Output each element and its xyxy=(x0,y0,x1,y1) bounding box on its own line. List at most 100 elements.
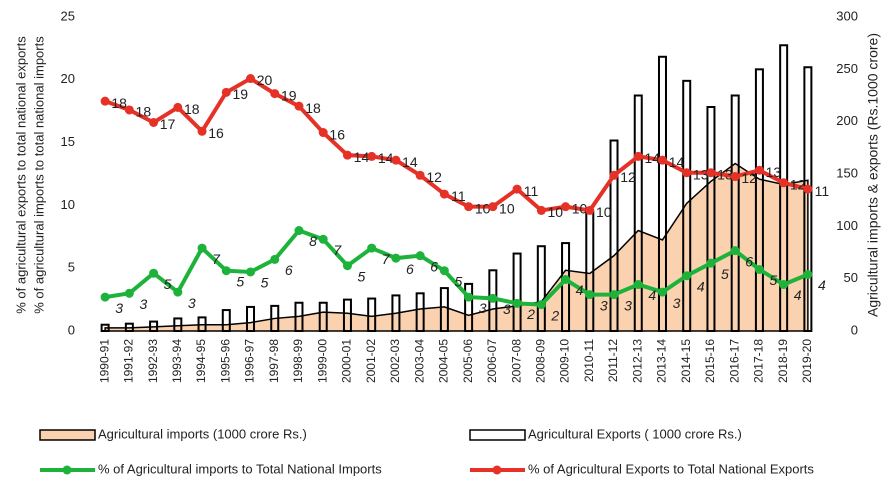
x-tick-label: 2004-05 xyxy=(437,339,451,383)
marker xyxy=(464,292,474,302)
marker xyxy=(633,151,643,161)
marker xyxy=(294,226,304,236)
y2-tick-label: 150 xyxy=(836,165,858,180)
bar xyxy=(149,320,159,332)
x-tick-label: 2000-01 xyxy=(340,339,354,383)
data-label: 20 xyxy=(257,72,273,88)
data-label: 14 xyxy=(378,150,394,166)
bar xyxy=(754,68,764,332)
line xyxy=(104,228,809,307)
marker xyxy=(439,189,449,199)
data-label: 3 xyxy=(479,300,487,316)
bar xyxy=(779,44,789,332)
x-tick-label: 1999-00 xyxy=(315,339,329,383)
data-label: 12 xyxy=(790,176,806,192)
x-tick-label: 1997-98 xyxy=(267,339,281,383)
data-label: 5 xyxy=(770,272,778,288)
marker xyxy=(609,290,619,300)
y2-axis-title: Agricultural imports & exports (Rs.1000 … xyxy=(865,33,881,317)
marker xyxy=(318,234,328,244)
y-tick-label: 25 xyxy=(61,8,75,23)
data-label: 18 xyxy=(111,95,127,111)
data-label: 6 xyxy=(430,258,438,274)
marker xyxy=(803,184,813,194)
legend-label: Agricultural imports (1000 crore Rs.) xyxy=(98,426,307,441)
bar xyxy=(415,292,425,333)
x-tick-label: 2019-20 xyxy=(800,339,814,383)
data-label: 10 xyxy=(475,200,491,216)
marker xyxy=(173,102,183,112)
data-label: 10 xyxy=(572,200,588,216)
x-tick-label: 1990-91 xyxy=(97,339,111,383)
bar xyxy=(246,305,256,332)
marker xyxy=(342,261,352,271)
marker xyxy=(464,202,474,212)
marker xyxy=(730,172,740,182)
marker xyxy=(270,89,280,99)
y-axis-title: % of agricultural exports to total natio… xyxy=(13,36,28,314)
marker xyxy=(270,254,280,264)
bar xyxy=(657,55,667,332)
bar xyxy=(173,317,183,333)
data-label: 10 xyxy=(596,204,612,220)
x-tick-label: 1998-99 xyxy=(291,339,305,383)
marker xyxy=(706,258,716,268)
bar xyxy=(367,297,377,333)
bar xyxy=(706,106,716,332)
data-label: 6 xyxy=(285,262,293,278)
marker xyxy=(803,269,813,279)
data-label: 5 xyxy=(721,266,729,282)
x-tick-label: 2015-16 xyxy=(703,339,717,383)
data-label: 18 xyxy=(184,101,200,117)
y-tick-label: 5 xyxy=(68,260,75,275)
legend-marker xyxy=(62,465,72,475)
data-label: 7 xyxy=(382,251,391,267)
data-label: 16 xyxy=(208,125,224,141)
marker xyxy=(246,74,256,84)
data-label: 14 xyxy=(669,154,685,170)
data-label: 3 xyxy=(624,297,632,313)
bar xyxy=(294,301,304,332)
marker xyxy=(221,266,231,276)
data-label: 3 xyxy=(673,295,681,311)
y2-tick-label: 0 xyxy=(851,322,858,337)
data-label: 5 xyxy=(358,268,366,284)
x-tick-label: 2011-12 xyxy=(606,339,620,382)
y2-tick-label: 100 xyxy=(836,218,858,233)
y-tick-label: 0 xyxy=(68,322,75,337)
bar xyxy=(439,287,449,333)
x-tick-label: 1991-92 xyxy=(122,339,136,383)
marker xyxy=(318,128,328,138)
marker xyxy=(657,155,667,165)
x-tick-label: 2003-04 xyxy=(412,339,426,383)
data-label: 11 xyxy=(524,183,539,199)
bar xyxy=(342,298,352,333)
marker xyxy=(124,105,134,115)
marker xyxy=(682,168,692,178)
bar xyxy=(464,282,474,332)
bar xyxy=(633,94,643,332)
marker xyxy=(100,292,110,302)
x-tick-label: 2018-19 xyxy=(776,339,790,383)
data-label: 3 xyxy=(139,296,147,312)
x-tick-label: 2002-03 xyxy=(388,339,402,383)
y2-tick-label: 50 xyxy=(844,270,858,285)
marker xyxy=(342,150,352,160)
data-label: 7 xyxy=(212,251,221,267)
x-tick-label: 2006-07 xyxy=(485,339,499,383)
data-label: 19 xyxy=(232,86,248,102)
y2-tick-label: 250 xyxy=(836,61,858,76)
data-label: 10 xyxy=(499,200,515,216)
data-label: 12 xyxy=(426,169,442,185)
data-label: 11 xyxy=(451,188,466,204)
marker xyxy=(779,280,789,290)
marker xyxy=(367,243,377,253)
bar xyxy=(536,245,546,332)
data-label: 13 xyxy=(717,166,733,182)
data-label: 14 xyxy=(644,150,660,166)
legend-label: % of Agricultural Exports to Total Natio… xyxy=(528,461,814,476)
bar xyxy=(609,139,619,332)
bar xyxy=(730,94,740,332)
x-tick-label: 2001-02 xyxy=(364,339,378,383)
